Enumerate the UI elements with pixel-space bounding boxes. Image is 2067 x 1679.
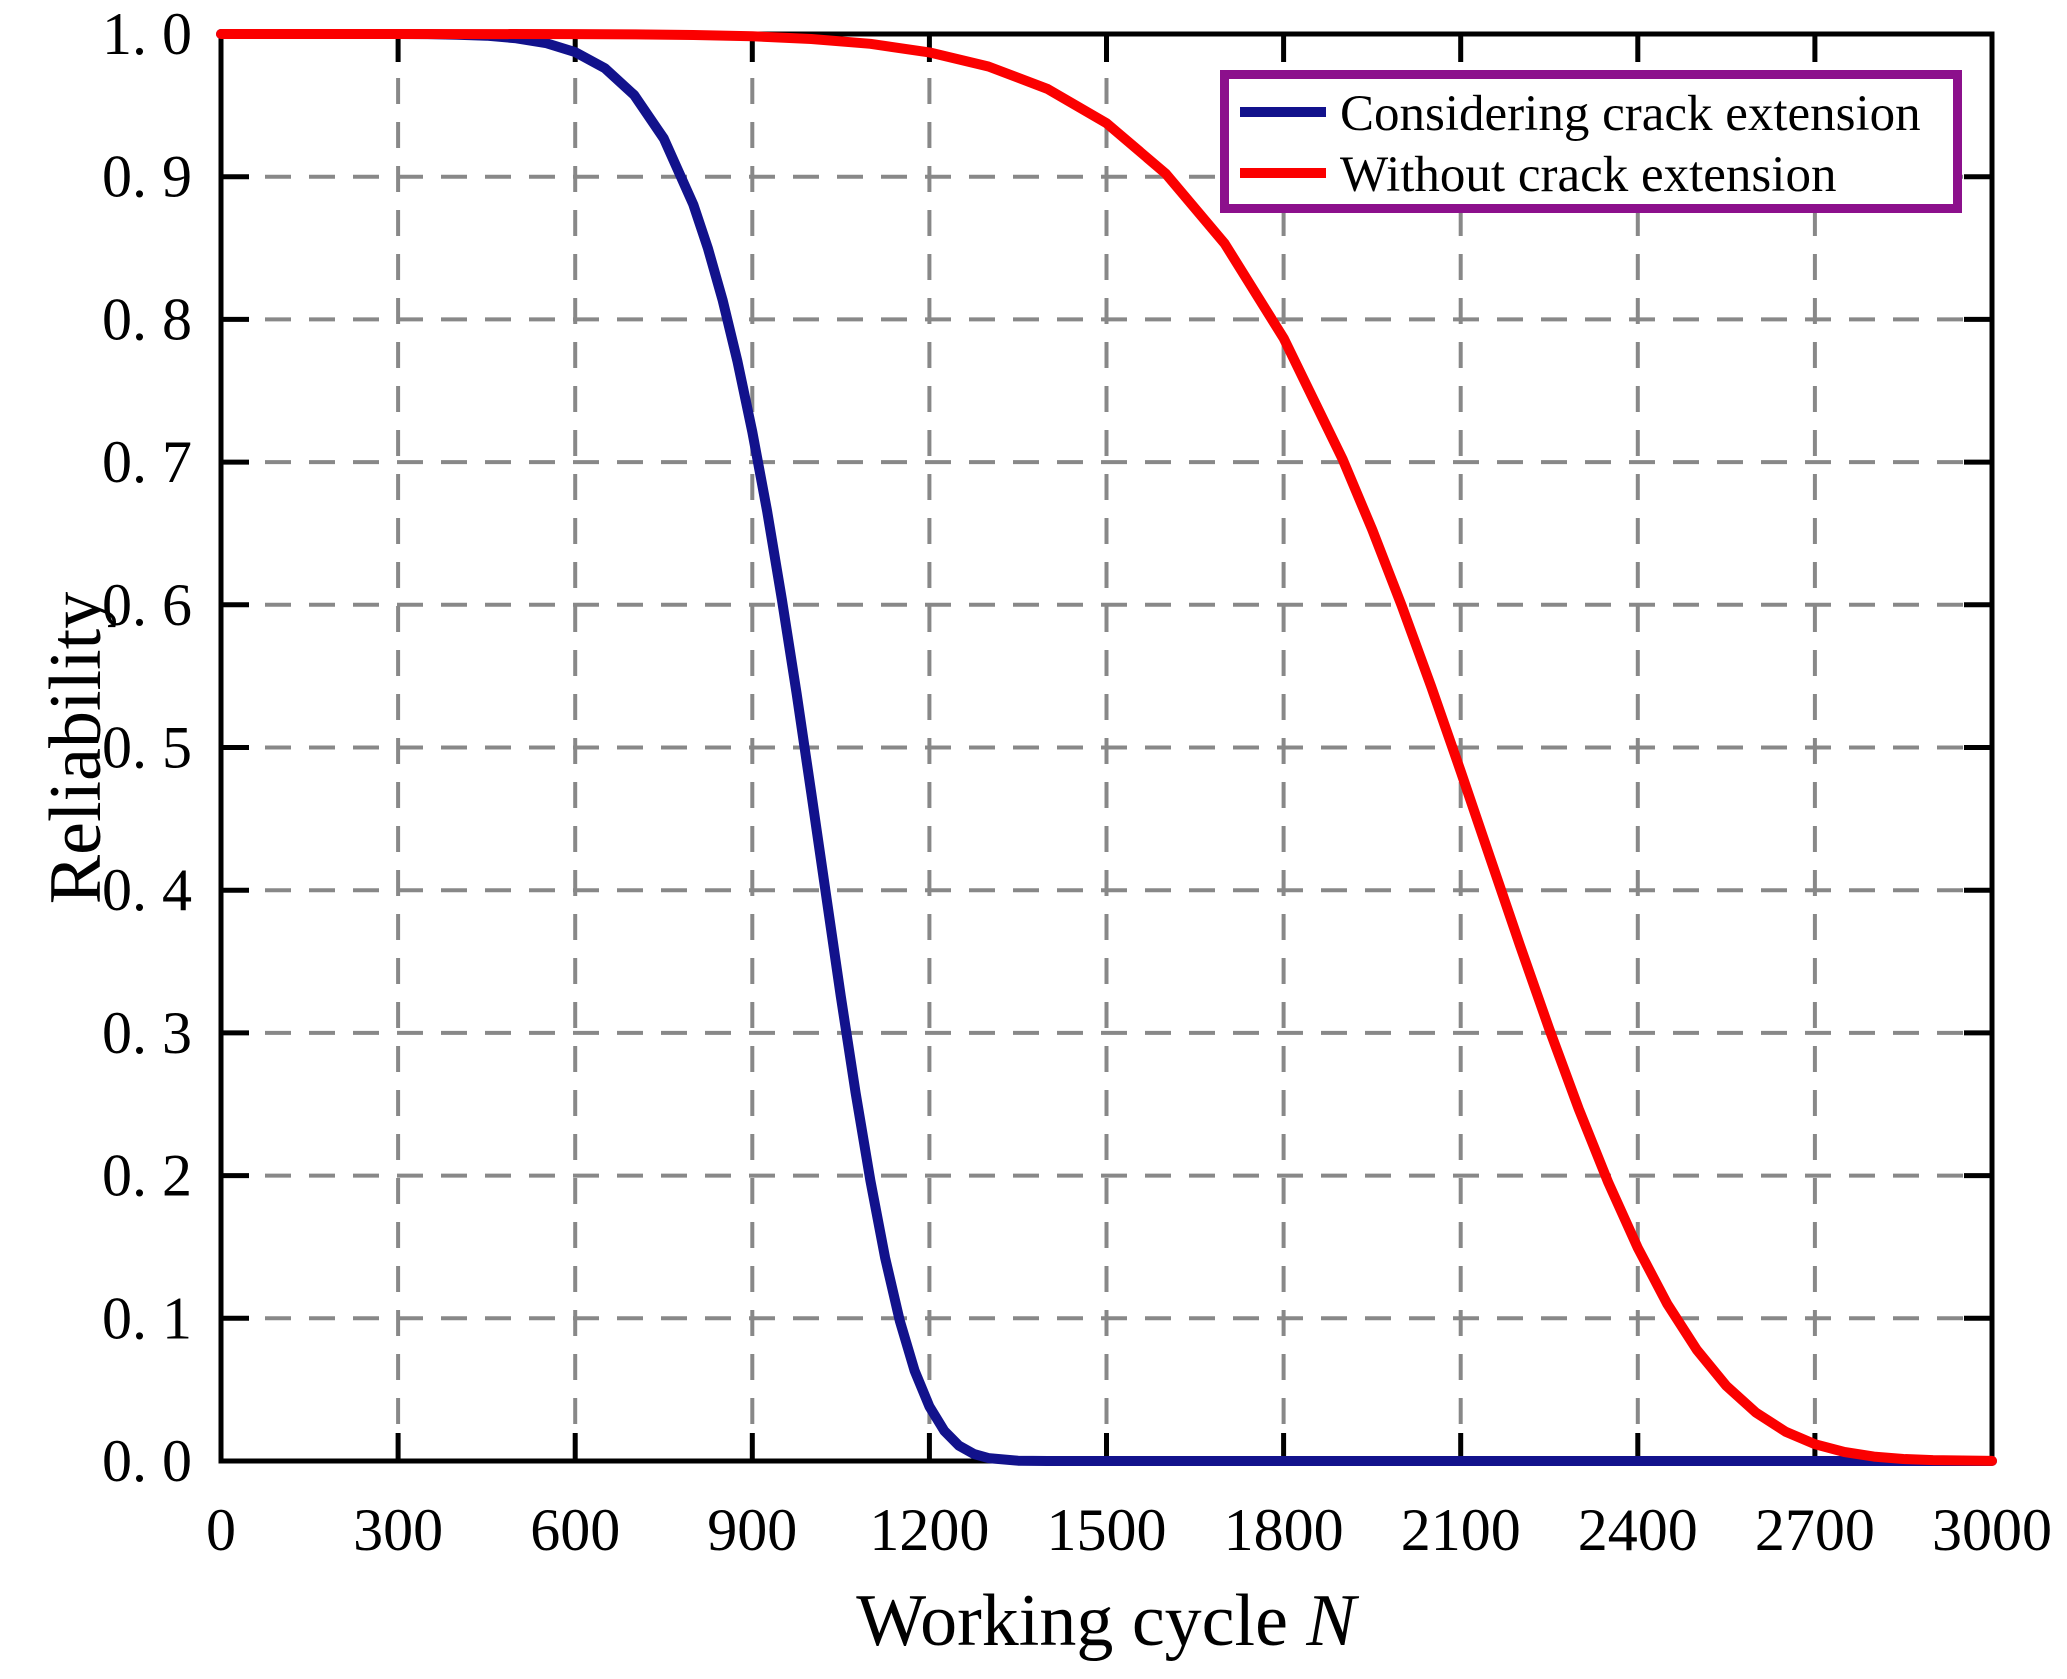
y-tick-label: 0. 2	[102, 1143, 192, 1209]
y-tick-label: 0. 4	[102, 857, 192, 923]
legend: Considering crack extension Without crac…	[1220, 70, 1962, 213]
y-axis-tick-labels: 1. 0 0. 9 0. 8 0. 7 0. 6 0. 5 0. 4 0. 3 0. 2 0. 1…	[102, 1, 192, 1494]
y-tick-label: 1. 0	[102, 1, 192, 67]
data-curves	[216, 29, 1997, 1466]
x-tick-label: 300	[353, 1497, 443, 1563]
y-tick-label: 0. 7	[102, 429, 192, 495]
x-tick-label: 600	[530, 1497, 620, 1563]
x-axis-title-text: Working cycle	[856, 1580, 1306, 1662]
legend-box	[1220, 70, 1962, 213]
x-tick-label: 3000	[1932, 1497, 2052, 1563]
y-tick-label: 0. 0	[102, 1428, 192, 1494]
y-tick-label: 0. 9	[102, 144, 192, 210]
y-axis-title: Reliability	[35, 592, 117, 904]
x-tick-label: 2700	[1755, 1497, 1875, 1563]
y-tick-label: 0. 3	[102, 1000, 192, 1066]
gridlines	[221, 34, 1992, 1461]
curve-1	[216, 29, 1997, 1466]
x-tick-label: 2100	[1401, 1497, 1521, 1563]
y-tick-label: 0. 1	[102, 1285, 192, 1351]
x-axis-title: Working cycle N	[856, 1580, 1359, 1662]
x-tick-label: 1800	[1224, 1497, 1344, 1563]
x-tick-label: 0	[206, 1497, 236, 1563]
legend-label-considering: Considering crack extension	[1340, 86, 1921, 142]
y-tick-label: 0. 5	[102, 715, 192, 781]
y-tick-label: 0. 6	[102, 572, 192, 638]
x-tick-label: 900	[707, 1497, 797, 1563]
x-axis-tick-labels: 0 300 600 900 1200 1500 1800 2100 2400 2700 3000	[206, 1497, 2052, 1563]
x-tick-label: 1200	[869, 1497, 989, 1563]
legend-label-without: Without crack extension	[1340, 147, 1836, 203]
x-tick-label: 2400	[1578, 1497, 1698, 1563]
x-tick-label: 1500	[1047, 1497, 1167, 1563]
x-axis-title-symbol: N	[1305, 1580, 1359, 1662]
y-tick-label: 0. 8	[102, 286, 192, 352]
